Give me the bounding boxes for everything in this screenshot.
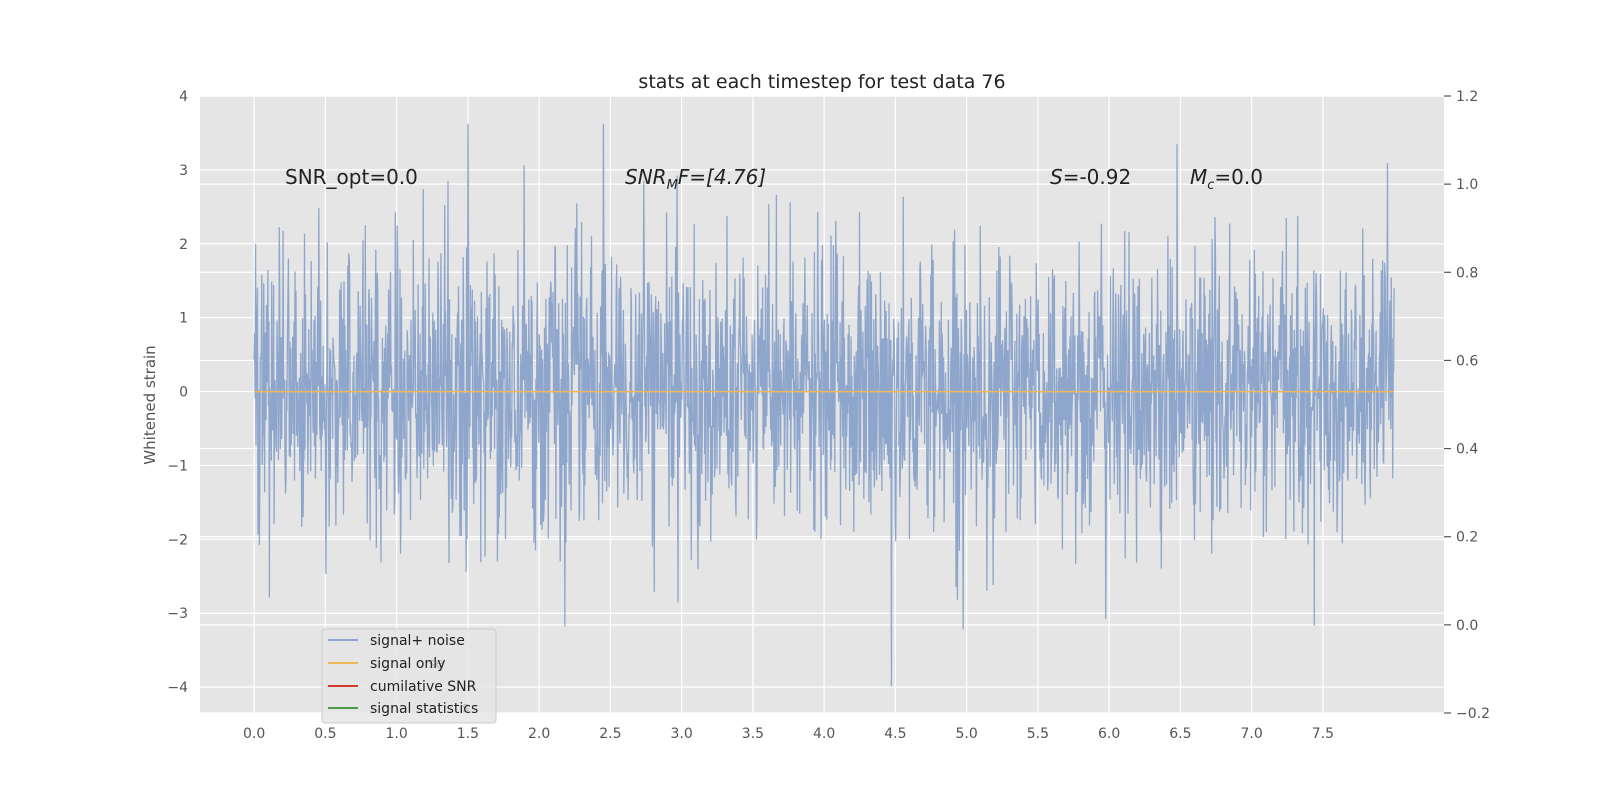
annotation-snr-mf: SNRMF=[4.76] — [625, 165, 766, 193]
x-tick-label: 7.5 — [1312, 726, 1334, 742]
annotation-snr-opt: SNR_opt=0.0 — [285, 165, 418, 189]
y-tick-label: −2 — [167, 532, 188, 548]
x-tick-label: 0.5 — [314, 726, 336, 742]
series-signal-noise — [253, 123, 1395, 687]
x-tick-label: 3.0 — [671, 726, 693, 742]
annotation-mc: Mc=0.0 — [1190, 165, 1263, 193]
y-axis-label: Whitened strain — [141, 345, 159, 464]
x-tick-label: 5.0 — [956, 726, 978, 742]
x-tick-label: 4.5 — [884, 726, 906, 742]
y-tick-label: −1 — [167, 458, 188, 474]
x-tick-label: 2.0 — [528, 726, 550, 742]
right-y-tick-label: 1.2 — [1456, 89, 1478, 105]
right-y-tick-label: 1.0 — [1456, 177, 1478, 193]
legend-ghost-text-2: s — [462, 700, 469, 716]
annotation-s: S=-0.92 — [1050, 165, 1131, 189]
right-y-tick-label: 0.4 — [1456, 442, 1478, 458]
y-tick-label: 0 — [179, 385, 188, 401]
chart-title: stats at each timestep for test data 76 — [638, 71, 1005, 93]
x-tick-label: 3.5 — [742, 726, 764, 742]
legend-label-cumulative-snr: cumilative SNR — [370, 679, 477, 695]
y-tick-label: 3 — [179, 163, 188, 179]
x-tick-label: 1.0 — [386, 726, 408, 742]
y-tick-labels: 4 3 2 1 0 −1 −2 −3 −4 — [167, 89, 188, 696]
x-tick-label: 2.5 — [599, 726, 621, 742]
x-tick-label: 1.5 — [457, 726, 479, 742]
x-tick-label: 6.0 — [1098, 726, 1120, 742]
legend-label-signal-only: signal only — [370, 656, 445, 672]
right-y-tick-labels: 1.2 1.0 0.8 0.6 0.4 0.2 0.0 −0.2 — [1444, 89, 1490, 722]
right-y-tick-label: 0.0 — [1456, 618, 1478, 634]
right-y-tick-label: 0.6 — [1456, 353, 1478, 369]
x-tick-label: 5.5 — [1027, 726, 1049, 742]
right-y-tick-label: −0.2 — [1456, 706, 1490, 722]
y-tick-label: −4 — [167, 680, 188, 696]
right-y-tick-label: 0.2 — [1456, 530, 1478, 546]
x-tick-labels: 0.0 0.5 1.0 1.5 2.0 2.5 3.0 3.5 4.0 4.5 5.0 5.5 6.0 6… — [243, 726, 1334, 742]
right-y-tick-label: 0.8 — [1456, 265, 1478, 281]
y-tick-label: 4 — [179, 89, 188, 105]
x-tick-label: 0.0 — [243, 726, 265, 742]
signal-noise-line — [253, 123, 1395, 687]
legend-ghost-text-1: se — [428, 656, 444, 672]
legend-label-signal-statistics: signal statistics — [370, 701, 478, 717]
x-tick-label: 6.5 — [1169, 726, 1191, 742]
x-tick-label: 4.0 — [813, 726, 835, 742]
y-tick-label: 1 — [179, 311, 188, 327]
legend-box — [321, 628, 497, 724]
legend: se s signal+ noise signal only cumilativ… — [321, 628, 497, 724]
y-tick-label: −3 — [167, 606, 188, 622]
y-tick-label: 2 — [179, 237, 188, 253]
legend-label-signal-noise: signal+ noise — [370, 633, 465, 649]
x-tick-label: 7.0 — [1240, 726, 1262, 742]
